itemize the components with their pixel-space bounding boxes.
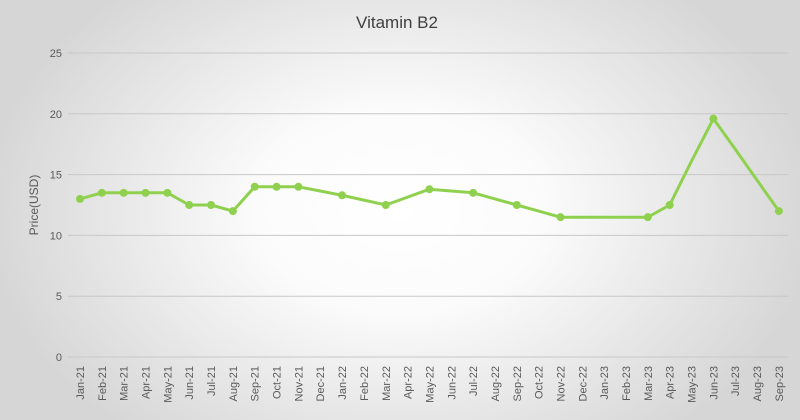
data-point <box>774 207 783 216</box>
x-tick-label: Mar-22 <box>381 366 393 401</box>
x-tick-label: Apr-21 <box>141 366 153 399</box>
x-tick-label: May-22 <box>424 366 436 403</box>
x-tick-label: Feb-23 <box>621 366 633 401</box>
y-tick-label: 0 <box>56 352 62 364</box>
x-tick-label: Sep-21 <box>250 366 262 401</box>
data-point <box>250 182 259 191</box>
y-tick-label: 25 <box>50 48 62 60</box>
series-line <box>78 117 781 219</box>
data-point <box>294 182 303 191</box>
x-tick-label: Jul-21 <box>206 366 218 396</box>
x-tick-label: Jan-23 <box>599 366 611 400</box>
x-tick-label: Jun-21 <box>184 366 196 400</box>
x-tick-label: May-23 <box>687 366 699 403</box>
y-tick-label: 5 <box>56 291 62 303</box>
data-point <box>381 201 390 209</box>
y-tick-label: 15 <box>50 170 62 182</box>
data-point <box>643 213 652 222</box>
data-point <box>469 188 478 197</box>
data-point <box>556 213 565 222</box>
data-point <box>97 188 106 197</box>
data-point <box>119 188 128 197</box>
x-tick-label: Dec-21 <box>315 366 327 401</box>
x-tick-label: Aug-23 <box>752 366 764 401</box>
x-tick-label: Sep-23 <box>774 366 786 401</box>
x-tick-label: Jun-22 <box>446 366 458 400</box>
x-tick-label: Oct-22 <box>534 366 546 399</box>
x-tick-label: Sep-22 <box>512 366 524 401</box>
x-tick-label: Dec-22 <box>577 366 589 401</box>
y-tick-label: 10 <box>50 230 62 242</box>
data-point <box>665 201 674 209</box>
x-tick-label: Apr-23 <box>665 366 677 399</box>
data-point <box>709 114 718 123</box>
data-point <box>185 201 194 209</box>
data-point <box>425 185 434 194</box>
x-tick-label: Jan-22 <box>337 366 349 400</box>
data-point <box>76 194 84 203</box>
data-point <box>207 201 216 209</box>
x-tick-label: Jul-22 <box>468 366 480 396</box>
data-point <box>228 207 237 216</box>
x-tick-label: Jan-21 <box>75 366 87 400</box>
chart-title: Vitamin B2 <box>356 13 438 32</box>
data-point <box>512 201 521 209</box>
x-tick-label: Aug-21 <box>228 366 240 401</box>
x-tick-label: Aug-22 <box>490 366 502 401</box>
x-tick-label: Mar-21 <box>119 366 131 401</box>
x-tick-label: Apr-22 <box>403 366 415 399</box>
x-tick-label: Mar-23 <box>643 366 655 401</box>
data-point <box>163 188 172 197</box>
x-tick-label: Nov-21 <box>293 366 305 401</box>
x-tick-label: Jun-23 <box>708 366 720 400</box>
x-tick-label: Oct-21 <box>272 366 284 399</box>
y-tick-label: 20 <box>50 109 62 121</box>
x-tick-label: Jul-23 <box>730 366 742 396</box>
y-axis-label: Price(USD) <box>27 175 41 236</box>
x-tick-label: Feb-21 <box>97 366 109 401</box>
data-point <box>272 182 281 191</box>
data-point <box>141 188 150 197</box>
x-tick-label: Feb-22 <box>359 366 371 401</box>
x-tick-label: Nov-22 <box>555 366 567 401</box>
x-tick-label: May-21 <box>162 366 174 403</box>
data-point <box>338 191 347 200</box>
